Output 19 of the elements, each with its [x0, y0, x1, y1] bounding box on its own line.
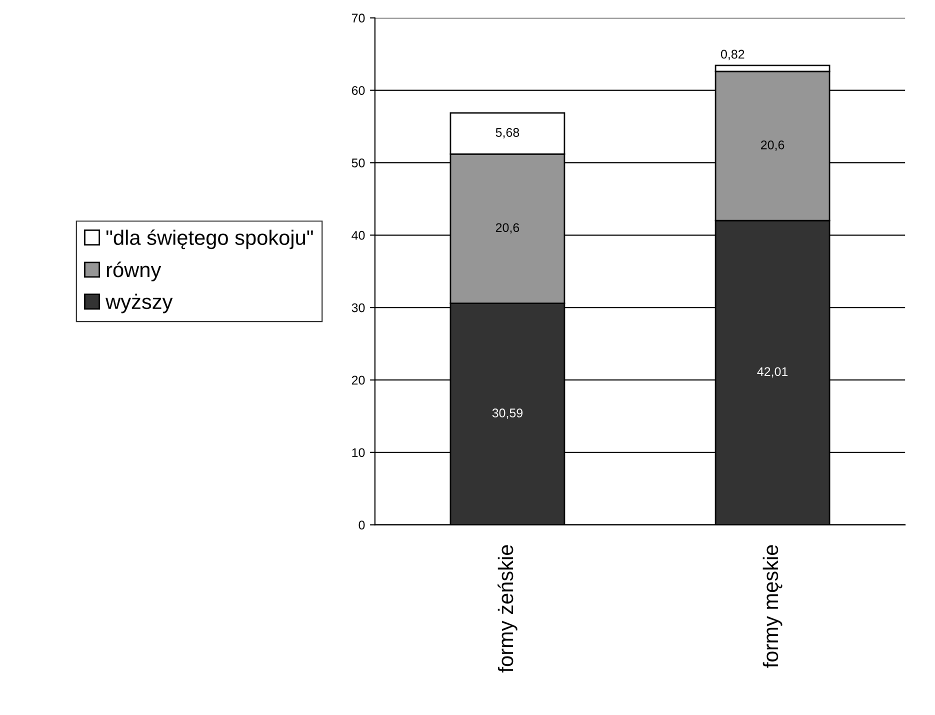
data-label: 20,6	[496, 223, 520, 234]
data-label: 42,01	[757, 367, 788, 378]
data-label: 5,68	[496, 128, 520, 138]
data-label: 20,6	[761, 140, 784, 151]
x-tick-label: formy żeńskie	[498, 545, 518, 672]
x-tick-label: formy męskie	[762, 545, 782, 668]
data-label: 0,82	[720, 50, 744, 60]
y-tick-label: 70	[352, 14, 365, 23]
y-tick-label: 40	[352, 230, 365, 240]
legend-label: wyższy	[106, 294, 173, 314]
data-label: 30,59	[492, 408, 523, 419]
y-tick-label: 20	[352, 376, 365, 385]
legend-label: "dla świętego spokoju"	[106, 229, 313, 250]
legend-label: równy	[106, 262, 162, 282]
y-tick-label: 30	[352, 303, 365, 312]
y-tick-label: 50	[352, 158, 365, 168]
y-tick-label: 10	[352, 448, 365, 458]
y-tick-label: 60	[352, 86, 365, 95]
y-tick-label: 0	[358, 520, 365, 530]
